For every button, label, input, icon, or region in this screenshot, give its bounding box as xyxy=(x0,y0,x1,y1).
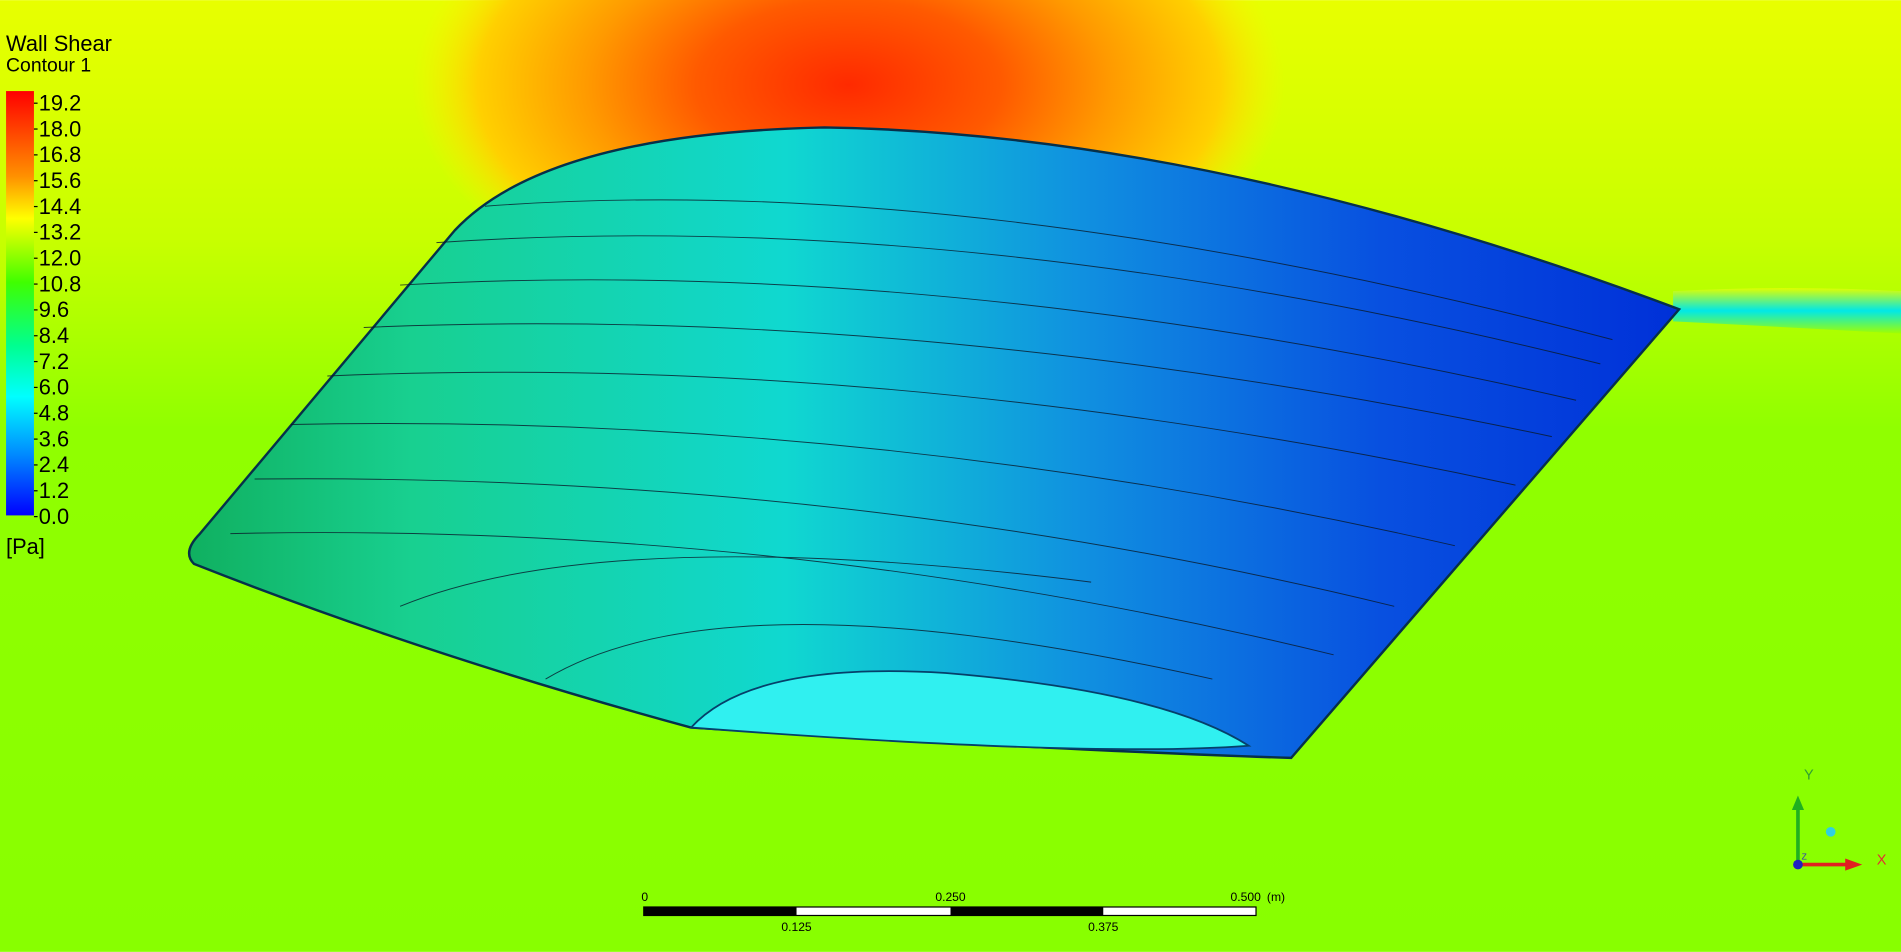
streamlines xyxy=(230,199,1613,680)
legend-tick-label: 10.8 xyxy=(39,271,81,296)
legend-tick-label: 12.0 xyxy=(39,246,81,271)
y-axis-label: Y xyxy=(1804,768,1814,784)
scale-bar-segment xyxy=(950,906,1104,916)
legend-tick-label: 0.0 xyxy=(39,504,69,529)
y-arrow-head xyxy=(1791,795,1805,811)
z-axis-label: Z xyxy=(1802,852,1807,862)
scale-label: 0 xyxy=(641,890,648,904)
legend-subtitle: Contour 1 xyxy=(6,55,91,77)
x-arrow-head xyxy=(1845,858,1863,871)
scale-label: 0.500 xyxy=(1231,890,1262,904)
legend-tick-label: 13.2 xyxy=(39,220,81,245)
legend-title: Wall Shear xyxy=(6,31,112,56)
legend-tick-label: 6.0 xyxy=(39,375,69,400)
scale-label: 0.125 xyxy=(781,920,812,934)
legend-ticks: 19.218.016.815.614.413.212.010.89.68.47.… xyxy=(33,90,81,529)
legend-tick-label: 2.4 xyxy=(39,452,69,477)
x-axis-label: X xyxy=(1877,853,1887,869)
wake xyxy=(1673,288,1901,334)
legend-tick-label: 4.8 xyxy=(39,401,69,426)
legend-tick-label: 15.6 xyxy=(39,168,81,193)
legend-tick-label: 19.2 xyxy=(39,90,81,115)
scale-label: 0.250 xyxy=(935,890,966,904)
wing-underside xyxy=(689,670,1252,751)
scale-label: 0.375 xyxy=(1088,920,1119,934)
scale-unit: (m) xyxy=(1267,890,1285,904)
view-dot xyxy=(1825,826,1836,837)
scale-bar-segment xyxy=(643,906,797,916)
legend-tick-label: 8.4 xyxy=(39,323,69,348)
legend-tick-label: 18.0 xyxy=(39,116,81,141)
legend-tick-label: 1.2 xyxy=(39,478,69,503)
legend-tick-label: 16.8 xyxy=(39,142,81,167)
scale-bar: 0 0.250 0.500 (m) 0.125 0.375 xyxy=(641,890,1285,934)
legend-unit: [Pa] xyxy=(6,534,45,559)
legend-tick-label: 7.2 xyxy=(39,349,69,374)
legend-tick-label: 3.6 xyxy=(39,426,69,451)
legend-tick-label: 14.4 xyxy=(39,194,81,219)
color-bar xyxy=(6,91,34,516)
z-axis-dot xyxy=(1793,859,1803,870)
wing-surface xyxy=(187,126,1682,760)
legend-tick-label: 9.6 xyxy=(39,297,69,322)
axis-triad: Y X Z xyxy=(1791,768,1887,871)
